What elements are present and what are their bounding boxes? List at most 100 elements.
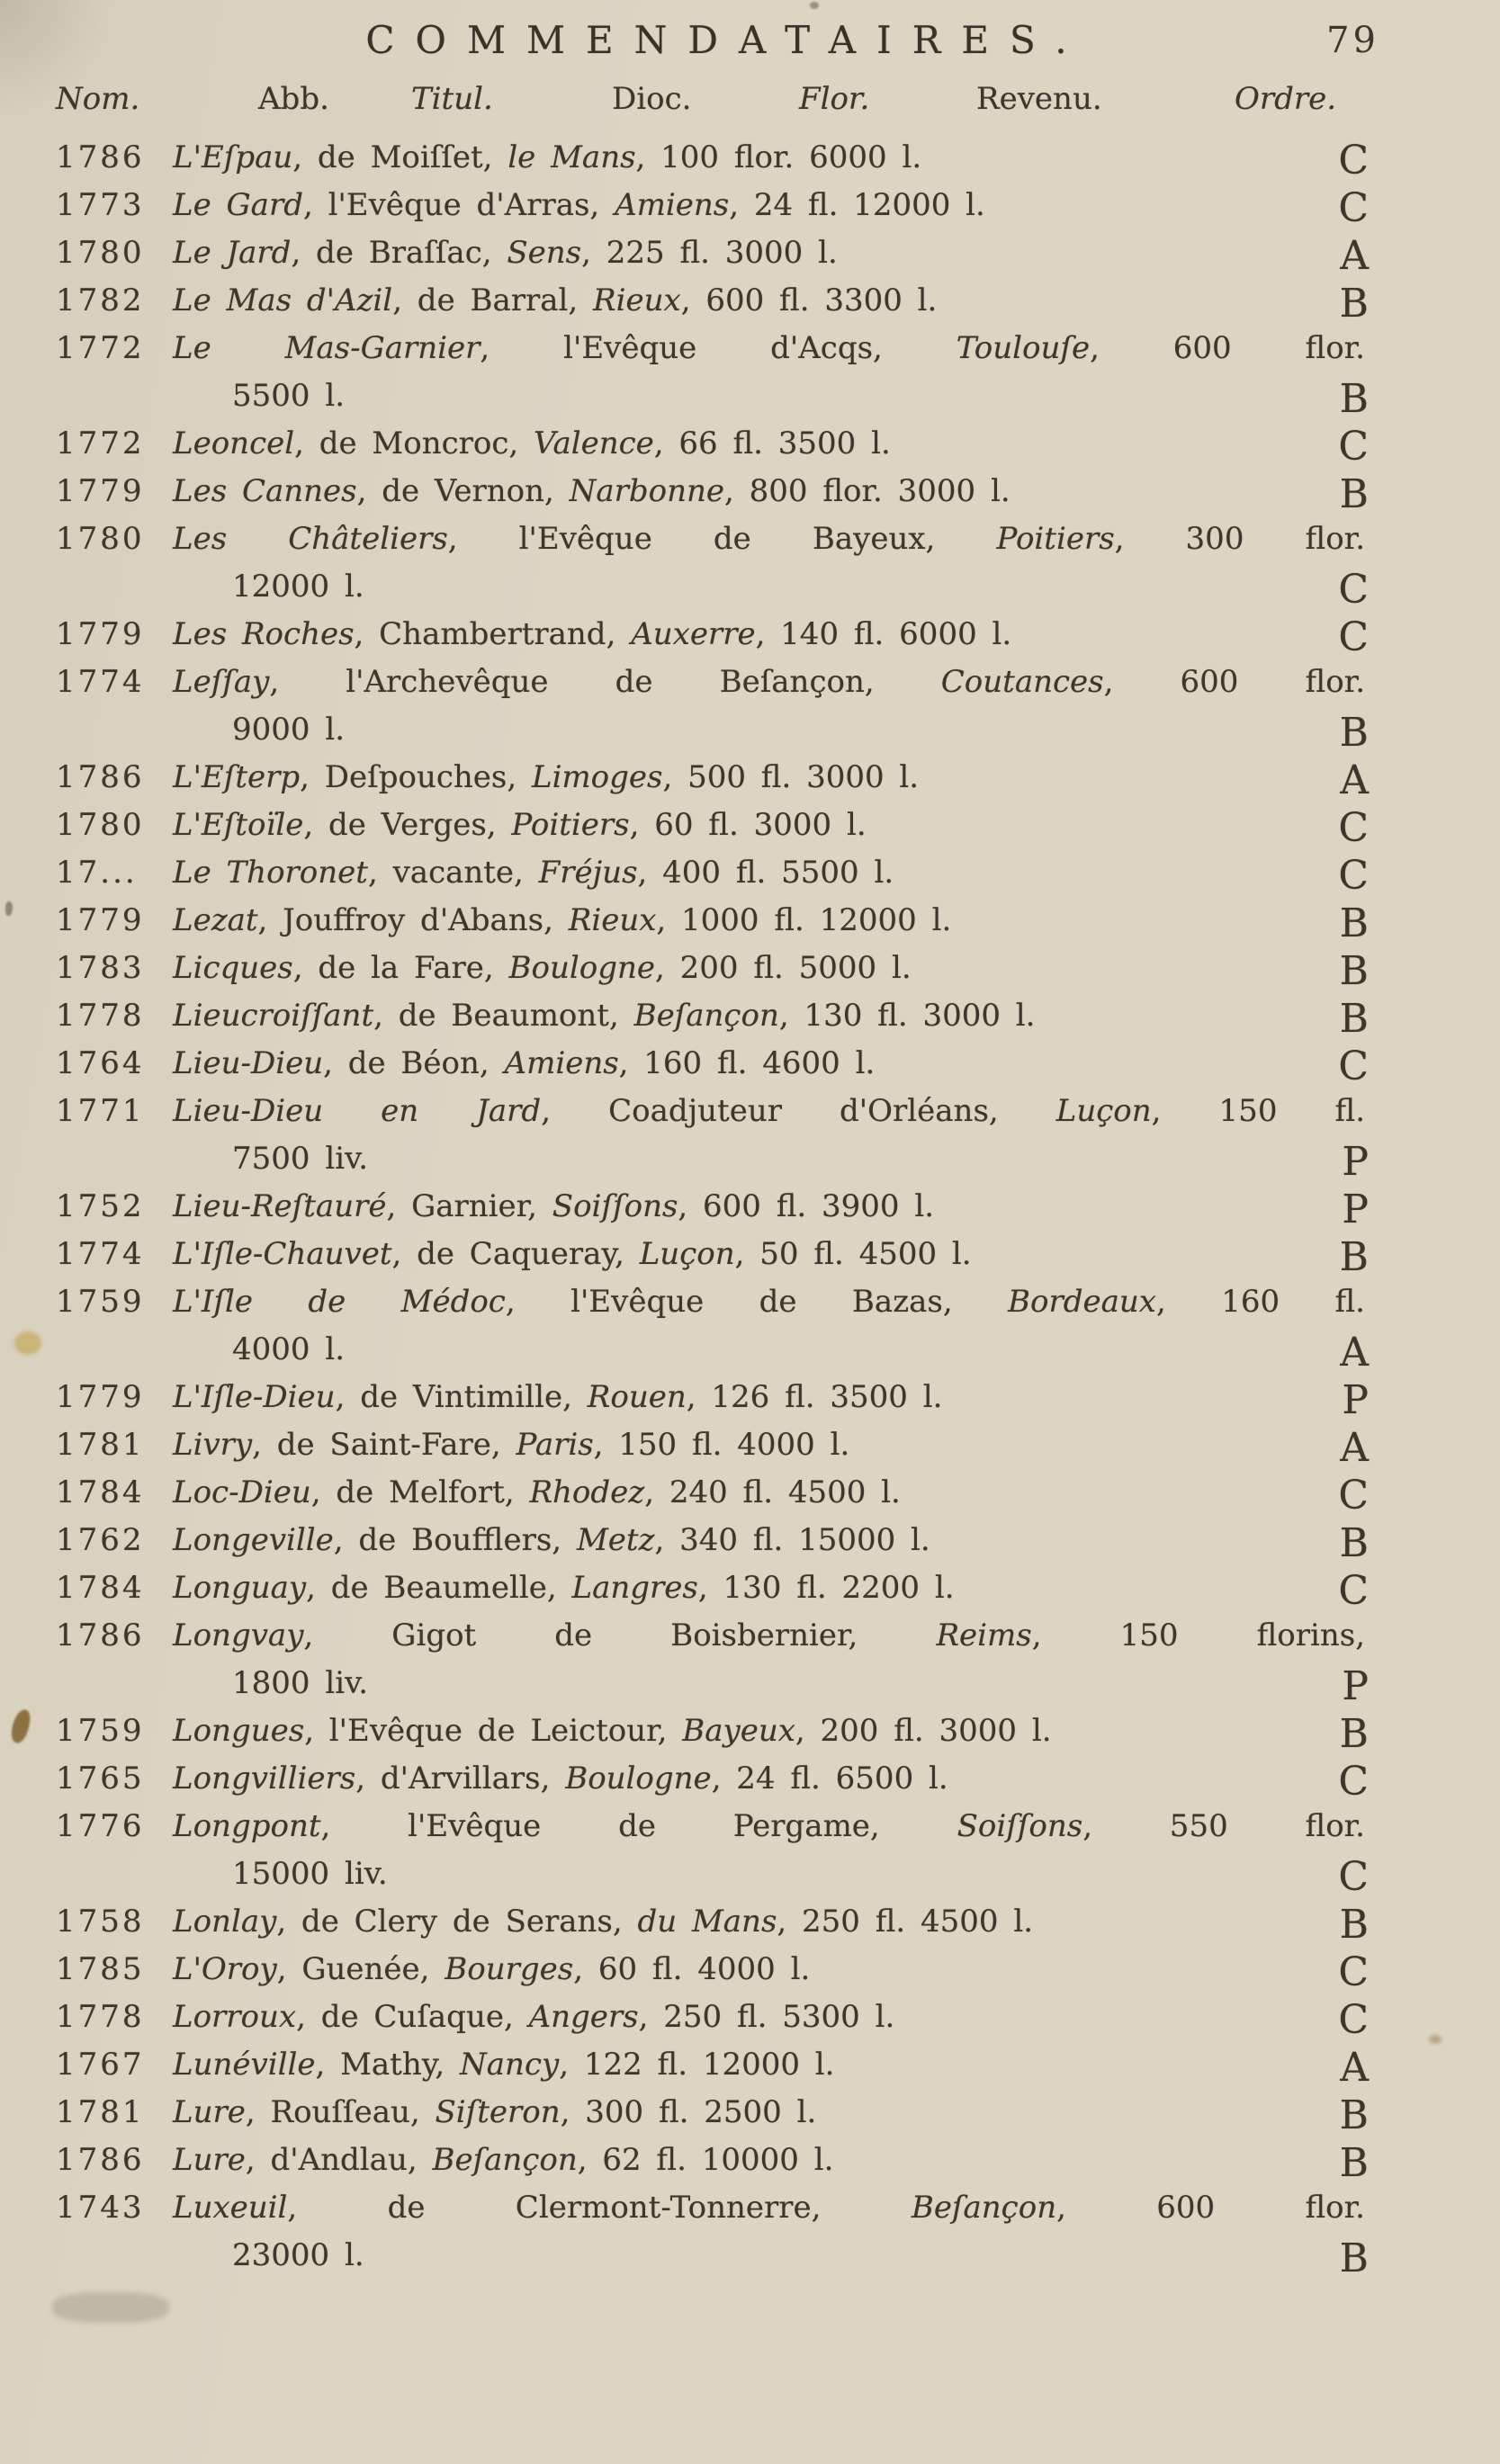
diocese-name: Bourges (445, 1951, 574, 1987)
diocese-name: Langres (571, 1570, 698, 1606)
entry-year: 1752 (56, 1188, 145, 1224)
diocese-name: du Mans (637, 1904, 777, 1940)
diocese-name: Bordeaux (1008, 1284, 1156, 1320)
entry-line1: Lunéville, Mathy, Nancy, 122 fl. 12000 l… (173, 2041, 1365, 2089)
entry-detail: , 160 fl. 4600 l. (618, 1045, 876, 1081)
abbey-name: Leoncel (173, 426, 295, 461)
entry-year: 1780 (56, 807, 145, 843)
entry-detail: , 126 fl. 3500 l. (686, 1379, 943, 1415)
abbey-name: Lunéville (173, 2047, 316, 2083)
table-row: 1779 Les Cannes, de Vernon, Narbonne, 800… (56, 468, 1369, 517)
abbey-name: Luxeuil (173, 2190, 288, 2226)
entry-year: 1765 (56, 1761, 145, 1796)
table-row: 1786 Lure, d'Andlau, Beſançon, 62 fl. 100… (56, 2137, 1369, 2186)
table-row: 1786 L'Eſterp, Deſpouches, Limoges, 500 f… (56, 754, 1369, 803)
entry-order-letter: A (1340, 757, 1369, 803)
entry-line1: Longeville, de Boufflers, Metz, 340 fl. … (173, 1517, 1365, 1564)
entry-detail: , 60 fl. 3000 l. (629, 807, 867, 843)
abbey-name: Les Roches (173, 616, 355, 652)
entry-text: L'Eſpau, de Moiſſet, le Mans, 100 flor. … (173, 134, 1365, 182)
entry-line1: Lezat, Jouffroy d'Abans, Rieux, 1000 fl.… (173, 897, 1365, 945)
entry-text: Le Jard, de Braſſac, Sens, 225 fl. 3000 … (173, 229, 1365, 277)
entry-continuation: 7500 liv. (232, 1141, 369, 1177)
entry-line1: Les Châteliers, l'Evêque de Bayeux, Poit… (173, 515, 1365, 563)
entry-year: 1779 (56, 1379, 145, 1415)
diocese-name: Boulogne (508, 950, 656, 986)
table-row: 1779 Lezat, Jouffroy d'Abans, Rieux, 1000… (56, 897, 1369, 946)
column-header-titul: Titul. (411, 81, 493, 117)
table-row: 1778 Lieucroiſſant, de Beaumont, Beſançon… (56, 992, 1369, 1042)
table-row: 1786 Longvay, Gigot de Boisbernier, Reims… (56, 1612, 1369, 1709)
entry-detail: , d'Arvillars, (355, 1761, 566, 1796)
entry-detail: , 140 fl. 6000 l. (755, 616, 1012, 652)
entry-year: 1758 (56, 1904, 145, 1940)
entry-detail: , de Caqueray, (391, 1236, 640, 1272)
entry-order-letter: C (1338, 424, 1369, 470)
entry-detail: , Gigot de Boisbernier, (303, 1617, 937, 1653)
entry-line1: Lieu-Dieu, de Béon, Amiens, 160 fl. 4600… (173, 1040, 1365, 1088)
margin-mark (9, 1707, 32, 1745)
entry-order-letter: C (1338, 1473, 1369, 1519)
abbey-name: Lure (173, 2094, 246, 2130)
entry-text: Leſſay, l'Archevêque de Beſançon, Coutan… (173, 659, 1365, 754)
entry-text: Lonlay, de Clery de Serans, du Mans, 250… (173, 1898, 1365, 1946)
entry-text: Longvilliers, d'Arvillars, Boulogne, 24 … (173, 1755, 1365, 1803)
entry-year: 1779 (56, 616, 145, 652)
table-row: 17... Le Thoronet, vacante, Fréjus, 400 f… (56, 849, 1369, 899)
diocese-name: Toulouſe (956, 330, 1091, 366)
table-row: 1779 L'Iſle-Dieu, de Vintimille, Rouen, 1… (56, 1374, 1369, 1423)
entry-line1: L'Oroy, Guenée, Bourges, 60 fl. 4000 l. (173, 1946, 1365, 1994)
entry-year: 1779 (56, 473, 145, 509)
table-row: 1771 Lieu-Dieu en Jard, Coadjuteur d'Orlé… (56, 1088, 1369, 1185)
abbey-name: Lure (173, 2142, 246, 2178)
entry-detail: , Mathy, (315, 2047, 461, 2083)
diocese-name: Soiſſons (957, 1808, 1083, 1844)
entry-order-letter: B (1339, 1902, 1369, 1948)
table-row: 1780 L'Eſtoïle, de Verges, Poitiers, 60 f… (56, 802, 1369, 851)
entry-line1: Longues, l'Evêque de Leictour, Bayeux, 2… (173, 1707, 1365, 1755)
entry-text: Lieu-Dieu, de Béon, Amiens, 160 fl. 4600… (173, 1040, 1365, 1088)
entry-text: Leoncel, de Moncroc, Valence, 66 fl. 350… (173, 420, 1365, 468)
entry-text: Le Mas d'Azil, de Barral, Rieux, 600 fl.… (173, 277, 1365, 325)
entry-continuation: 9000 l. (232, 712, 346, 748)
entry-order-letter: B (1339, 1234, 1369, 1280)
diocese-name: Luçon (639, 1236, 735, 1272)
column-header-dioc: Dioc. (612, 81, 692, 117)
entry-line1: Lure, Rouſſeau, Siſteron, 300 fl. 2500 l… (173, 2089, 1365, 2137)
entry-year: 1762 (56, 1522, 145, 1558)
diocese-name: Amiens (504, 1045, 619, 1081)
entry-year: 1772 (56, 330, 145, 366)
entry-detail: , 60 fl. 4000 l. (573, 1951, 811, 1987)
diocese-name: Auxerre (631, 616, 756, 652)
entry-text: Lieu-Reſtauré, Garnier, Soiſſons, 600 fl… (173, 1183, 1365, 1231)
entry-detail: , 600 fl. 3900 l. (678, 1188, 935, 1224)
entry-detail: , Garnier, (386, 1188, 552, 1224)
table-row: 1785 L'Oroy, Guenée, Bourges, 60 fl. 4000… (56, 1946, 1369, 1995)
diocese-name: Beſançon (911, 2190, 1057, 2226)
entry-line1: Loc-Dieu, de Melfort, Rhodez, 240 fl. 45… (173, 1469, 1365, 1517)
entry-detail: , de Verges, (303, 807, 512, 843)
column-header-nom: Nom. (56, 81, 140, 117)
diocese-name: Rieux (593, 282, 681, 318)
entry-line1: Leoncel, de Moncroc, Valence, 66 fl. 350… (173, 420, 1365, 468)
entry-order-letter: P (1342, 1139, 1369, 1185)
diocese-name: Narbonne (569, 473, 725, 509)
entry-order-letter: C (1338, 138, 1369, 184)
entry-continuation: 23000 l. (232, 2237, 364, 2273)
entry-detail: , 122 fl. 12000 l. (559, 2047, 835, 2083)
diocese-name: Metz (576, 1522, 655, 1558)
table-row: 1781 Livry, de Saint-Fare, Paris, 150 fl.… (56, 1421, 1369, 1471)
table-row: 1764 Lieu-Dieu, de Béon, Amiens, 160 fl. … (56, 1040, 1369, 1089)
diocese-name: Paris (516, 1427, 594, 1463)
entry-year: 1759 (56, 1713, 145, 1749)
entry-text: Le Gard, l'Evêque d'Arras, Amiens, 24 fl… (173, 182, 1365, 229)
entry-text: L'Oroy, Guenée, Bourges, 60 fl. 4000 l. (173, 1946, 1365, 1994)
entry-year: 1772 (56, 426, 145, 461)
paper-stain (14, 1331, 41, 1355)
entry-year: 1782 (56, 282, 145, 318)
entry-detail: , 24 fl. 6500 l. (711, 1761, 948, 1796)
entry-line1: Livry, de Saint-Fare, Paris, 150 fl. 400… (173, 1421, 1365, 1469)
entry-text: L'Iſle-Chauvet, de Caqueray, Luçon, 50 f… (173, 1231, 1365, 1278)
entry-order-letter: C (1338, 567, 1369, 613)
